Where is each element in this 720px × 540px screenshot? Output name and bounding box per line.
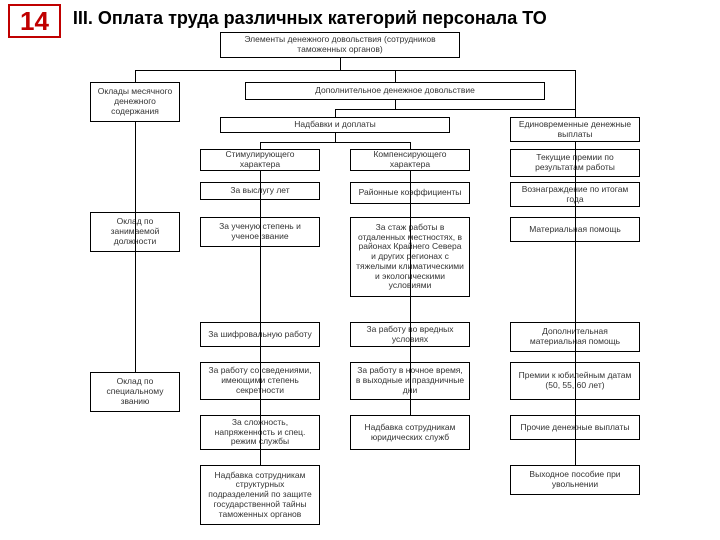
connector-line bbox=[335, 133, 336, 142]
flowchart-node-add_head: Дополнительное денежное довольствие bbox=[245, 82, 545, 100]
flowchart-node-komp: Компенсирующего характера bbox=[350, 149, 470, 171]
flowchart-node-root: Элементы денежного довольствия (сотрудни… bbox=[220, 32, 460, 58]
connector-line bbox=[410, 171, 411, 415]
connector-line bbox=[260, 142, 261, 149]
connector-line bbox=[575, 70, 576, 117]
flowchart-node-stim: Стимулирующего характера bbox=[200, 149, 320, 171]
connector-line bbox=[395, 70, 396, 82]
flowchart-node-e7: Выходное пособие при увольнении bbox=[510, 465, 640, 495]
flowchart-node-ed_head: Единовременные денежные выплаты bbox=[510, 117, 640, 142]
connector-line bbox=[260, 142, 410, 143]
connector-line bbox=[135, 122, 136, 372]
flowchart-node-col1_b: Оклад по специальному званию bbox=[90, 372, 180, 412]
connector-line bbox=[335, 109, 575, 110]
flowchart-node-k5: Надбавка сотрудникам юридических служб bbox=[350, 415, 470, 450]
connector-line bbox=[575, 142, 576, 465]
connector-line bbox=[335, 109, 336, 117]
page-title: III. Оплата труда различных категорий пе… bbox=[73, 4, 547, 29]
connector-line bbox=[395, 100, 396, 109]
connector-line bbox=[410, 142, 411, 149]
connector-line bbox=[135, 70, 136, 82]
connector-line bbox=[135, 70, 575, 71]
slide-number: 14 bbox=[8, 4, 61, 38]
flowchart-node-s6: Надбавка сотрудникам структурных подразд… bbox=[200, 465, 320, 525]
flowchart-container: Элементы денежного довольствия (сотрудни… bbox=[90, 32, 710, 537]
connector-line bbox=[260, 171, 261, 465]
flowchart-node-col1_head: Оклады месячного денежного содержания bbox=[90, 82, 180, 122]
connector-line bbox=[340, 58, 341, 70]
flowchart-node-nadb_head: Надбавки и доплаты bbox=[220, 117, 450, 133]
